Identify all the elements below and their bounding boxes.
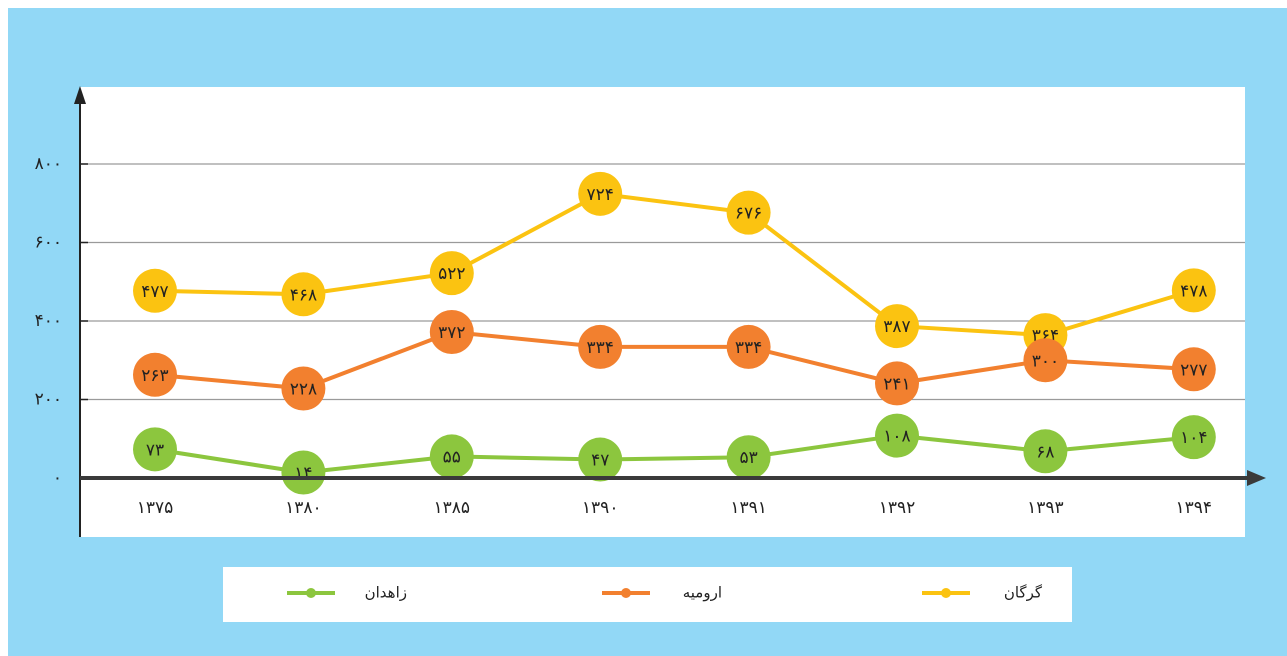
x-axis-arrow <box>1247 470 1266 486</box>
x-tick-label: ۱۳۷۵ <box>137 498 174 518</box>
point <box>1023 338 1068 383</box>
data-label: ۶۷۶ <box>735 204 762 224</box>
data-label: ۵۳ <box>739 448 757 468</box>
y-axis-arrow <box>74 86 86 104</box>
data-label: ۳۷۲ <box>438 323 465 343</box>
data-label: ۳۳۴ <box>735 338 762 358</box>
point <box>726 435 771 480</box>
point <box>578 324 623 369</box>
data-label: ۳۸۷ <box>883 317 910 337</box>
y-tick-label: ۶۰۰ <box>35 233 62 253</box>
point <box>281 366 326 411</box>
point <box>875 304 919 349</box>
data-label: ۵۲۲ <box>438 264 465 284</box>
data-label: ۲۷۷ <box>1180 360 1207 380</box>
y-tick-label: ۴۰۰ <box>35 311 62 331</box>
point <box>1171 415 1216 460</box>
data-label: ۴۷۷ <box>141 282 168 302</box>
data-label: ۷۲۴ <box>586 185 613 205</box>
point <box>429 251 474 296</box>
legend-marker <box>621 588 631 598</box>
data-label: ۴۶۸ <box>290 285 317 305</box>
data-label: ۶۸ <box>1036 442 1054 462</box>
point <box>133 352 177 397</box>
data-label: ۴۷ <box>591 451 609 471</box>
point <box>281 272 326 317</box>
legend-label: زاهدان <box>365 584 407 602</box>
point <box>281 450 326 495</box>
series-line <box>154 329 1194 391</box>
point <box>1023 429 1068 474</box>
legend-label: ارومیه <box>683 584 722 602</box>
y-tick-label: ۸۰۰ <box>35 154 62 174</box>
data-label: ۴۷۸ <box>1180 281 1207 301</box>
y-tick-label: ۰ <box>53 468 62 488</box>
legend-marker <box>306 588 316 598</box>
point <box>133 427 177 472</box>
point <box>1171 268 1216 313</box>
data-label: ۷۳ <box>146 440 164 460</box>
point <box>133 268 177 313</box>
point <box>429 434 474 479</box>
x-tick-label: ۱۳۹۱ <box>730 498 767 518</box>
point <box>726 324 771 369</box>
point <box>875 413 919 458</box>
labels: ۰ ۲۰۰ ۴۰۰ ۶۰۰ ۸۰۰ ۱۳۷۵ ۱۳۸۰ ۱۳۸۵ ۱۳۹۰ ۱۳۹۱ ۱۳۹۲ ۱۳۹… <box>35 154 1212 602</box>
y-tick-label: ۲۰۰ <box>35 390 62 410</box>
data-label: ۳۳۴ <box>586 338 613 358</box>
point <box>726 190 771 235</box>
data-label: ۱۰۴ <box>1180 428 1207 448</box>
x-tick-label: ۱۳۹۴ <box>1176 498 1213 518</box>
x-tick-label: ۱۳۸۵ <box>434 498 471 518</box>
legend-marker <box>941 588 951 598</box>
point <box>875 361 919 406</box>
x-tick-label: ۱۳۹۳ <box>1027 498 1064 518</box>
data-label: ۳۰۰ <box>1032 351 1059 371</box>
plot-area <box>80 87 1245 537</box>
data-label: ۱۰۸ <box>883 427 910 447</box>
x-tick-label: ۱۳۸۰ <box>285 498 322 518</box>
point <box>1171 347 1216 392</box>
data-label: ۲۶۳ <box>141 366 168 386</box>
series-line <box>154 191 1195 338</box>
data-label: ۲۲۸ <box>290 380 317 400</box>
data-label: ۲۴۱ <box>883 374 910 394</box>
x-tick-label: ۱۳۹۲ <box>879 498 916 518</box>
point <box>429 309 474 354</box>
x-tick-label: ۱۳۹۰ <box>582 498 619 518</box>
legend-label: گرگان <box>1004 584 1043 602</box>
data-label: ۱۴ <box>294 464 312 484</box>
point <box>578 437 623 482</box>
series-line <box>154 433 1194 475</box>
point <box>578 171 623 216</box>
data-label: ۵۵ <box>443 447 461 467</box>
